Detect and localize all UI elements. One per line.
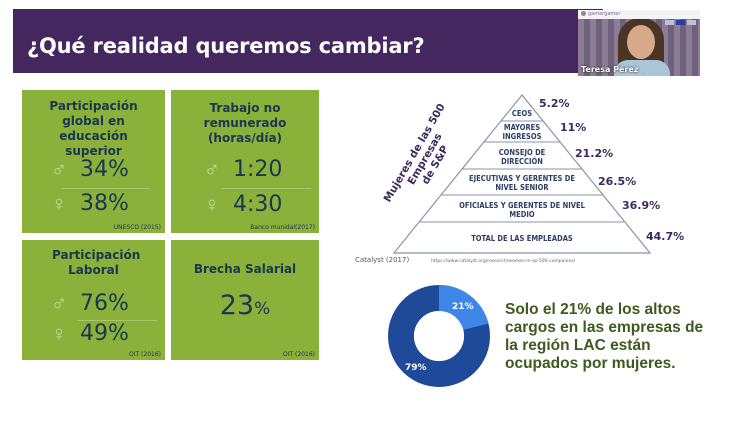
wage-gap-number: 23 <box>219 290 255 321</box>
pct-total: 44.7% <box>646 230 685 243</box>
eu-flag-icon <box>676 20 685 25</box>
source-citation: Banco munidal(2017) <box>250 224 315 231</box>
participant-name-suffix: ... <box>641 68 646 73</box>
divider <box>62 188 150 189</box>
pyramid-level-top-earners: MAYORES INGRESOS <box>482 123 562 141</box>
pyramid-source-url[interactable]: https://www.catalyst.org/research/women-… <box>431 259 576 264</box>
slide-title: ¿Qué realidad queremos cambiar? <box>27 34 425 58</box>
partner-logo-icon <box>687 20 696 25</box>
pyramid-source: Catalyst (2017) <box>355 256 410 264</box>
pct-top-earners: 11% <box>560 121 587 134</box>
source-citation: OIT (2016) <box>128 351 161 358</box>
pct-ceos: 5.2% <box>539 97 570 110</box>
card-title: Brecha Salarial <box>193 262 297 276</box>
female-symbol-icon: ♀ <box>50 321 68 346</box>
level-line2: MEDIO <box>509 210 535 219</box>
donut-chart: 21% 79% <box>388 285 490 387</box>
participant-body <box>614 60 670 76</box>
female-value: 4:30 <box>233 192 283 217</box>
male-row: ♂ 34% <box>46 158 129 182</box>
participant-face <box>627 25 655 59</box>
card-education: Participación global en educación superi… <box>22 90 165 233</box>
logo-text: gamergamer <box>588 11 621 17</box>
pyramid-level-total: TOTAL DE LAS EMPLEADAS <box>412 234 632 243</box>
level-line1: CEOS <box>511 109 533 118</box>
female-symbol-icon: ♀ <box>50 191 68 216</box>
pct-board: 21.2% <box>575 147 614 160</box>
partner-logos <box>663 12 696 30</box>
pyramid-level-board: CONSEJO DE DIRECCIÓN <box>472 148 572 166</box>
donut-label-21: 21% <box>452 302 474 312</box>
logo-icon <box>581 11 586 16</box>
divider <box>77 320 157 321</box>
female-row: ♀ 38% <box>46 192 129 216</box>
pyramid-level-middle: OFICIALES Y GERENTES DE NIVEL MEDIO <box>427 201 617 219</box>
male-value: 76% <box>80 291 129 316</box>
divider <box>221 188 311 189</box>
female-row: ♀ 4:30 <box>199 192 283 217</box>
level-line1: MAYORES <box>503 123 541 132</box>
partner-logo-icon <box>665 20 674 25</box>
male-row: ♂ 76% <box>46 292 129 316</box>
level-line2: NIVEL SENIOR <box>495 183 549 192</box>
card-title: Trabajo no remunerado (horas/día) <box>203 101 287 145</box>
participant-video-tile[interactable]: gamergamer Teresa Pérez ... <box>578 10 700 76</box>
level-line1: CONSEJO DE <box>498 148 546 157</box>
donut-label-79: 79% <box>405 363 427 373</box>
wage-gap-value: 23% <box>171 290 319 321</box>
card-unpaid-work: Trabajo no remunerado (horas/día) ♂ 1:20… <box>171 90 319 233</box>
female-value: 49% <box>80 321 129 346</box>
level-line1: EJECUTIVAS Y GERENTES DE <box>469 174 575 183</box>
male-symbol-icon: ♂ <box>203 157 221 182</box>
video-logo: gamergamer <box>581 11 620 17</box>
slide-title-bar: ¿Qué realidad queremos cambiar? <box>13 9 603 73</box>
male-row: ♂ 1:20 <box>199 157 283 182</box>
level-line1: TOTAL DE LAS EMPLEADAS <box>471 234 573 243</box>
pyramid-level-senior: EJECUTIVAS Y GERENTES DE NIVEL SENIOR <box>442 174 602 192</box>
donut-svg <box>388 285 490 387</box>
level-line2: INGRESOS <box>502 132 542 141</box>
female-row: ♀ 49% <box>46 322 129 346</box>
pyramid-shape <box>392 94 652 254</box>
pyramid-chart: Mujeres de las 500 Empresas de S&P CEOS … <box>350 75 684 275</box>
source-citation: OIT (2016) <box>282 351 315 358</box>
level-line1: OFICIALES Y GERENTES DE NIVEL <box>459 201 585 210</box>
participant-name: Teresa Pérez ... <box>581 65 645 74</box>
level-line2: DIRECCIÓN <box>501 157 543 166</box>
card-labor-participation: Participación Laboral ♂ 76% ♀ 49% OIT (2… <box>22 240 165 360</box>
card-title: Participación Laboral <box>52 248 141 277</box>
wage-gap-percent: % <box>254 299 271 319</box>
pct-senior: 26.5% <box>598 175 637 188</box>
source-citation: UNESCO (2015) <box>113 224 161 231</box>
male-value: 34% <box>80 157 129 182</box>
male-symbol-icon: ♂ <box>50 157 68 182</box>
pyramid-level-ceos: CEOS <box>492 109 552 118</box>
stat-statement: Solo el 21% de los altos cargos en las e… <box>505 301 704 372</box>
video-header-strip: gamergamer <box>578 10 700 25</box>
pct-middle: 36.9% <box>622 199 661 212</box>
female-symbol-icon: ♀ <box>203 192 221 217</box>
card-wage-gap: Brecha Salarial 23% OIT (2016) <box>171 240 319 360</box>
participant-name-text: Teresa Pérez <box>581 65 639 74</box>
card-title: Participación global en educación superi… <box>49 99 138 158</box>
male-value: 1:20 <box>233 157 283 182</box>
female-value: 38% <box>80 191 129 216</box>
male-symbol-icon: ♂ <box>50 291 68 316</box>
